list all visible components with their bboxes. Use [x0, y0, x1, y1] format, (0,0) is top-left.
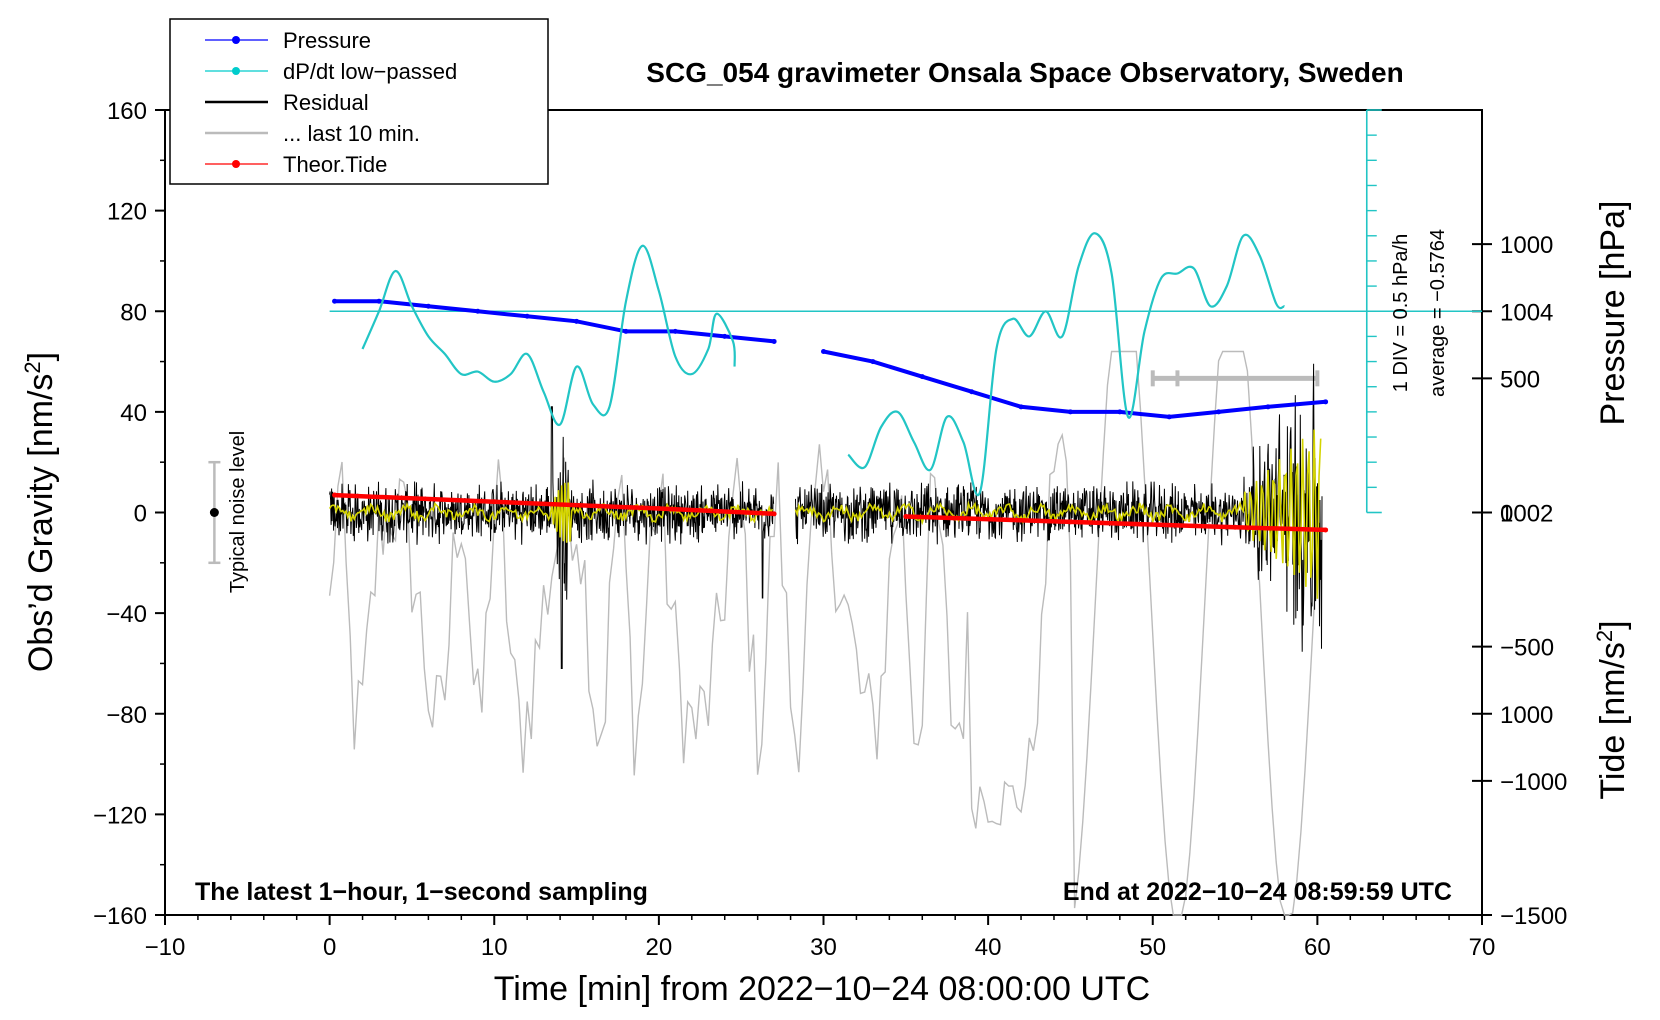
annotation-bottom-left: The latest 1−hour, 1−second sampling: [195, 878, 648, 906]
point-theor-tide: [656, 505, 662, 511]
y-tick-label-0: 0: [134, 501, 147, 528]
point-pressure: [574, 318, 580, 324]
point-theor-tide: [1067, 519, 1073, 525]
tide-tick-label-−1000: −1000: [1500, 769, 1567, 796]
y-axis-title-tide-close: ]: [1594, 620, 1632, 629]
y-tick-label-40: 40: [120, 400, 147, 427]
point-pressure: [1067, 409, 1073, 415]
y-axis-title-pressure: Pressure [hPa]: [1594, 201, 1632, 426]
y-axis-title-left-close: ]: [22, 352, 60, 361]
y-axis-title-tide: Tide [nm/s2]: [1592, 620, 1632, 799]
point-pressure: [376, 298, 382, 304]
point-pressure: [969, 389, 975, 395]
point-pressure: [1323, 399, 1329, 405]
point-theor-tide: [1323, 527, 1329, 533]
x-axis-title: Time [min] from 2022−10−24 08:00:00 UTC: [494, 970, 1150, 1008]
legend-label-3: ... last 10 min.: [283, 121, 420, 146]
point-theor-tide: [491, 499, 497, 505]
y-tick-label-−40: −40: [106, 601, 147, 628]
point-pressure: [1166, 414, 1172, 420]
y-tick-label-−120: −120: [93, 802, 147, 829]
x-tick-label-40: 40: [975, 934, 1002, 961]
point-pressure: [1216, 409, 1222, 415]
x-tick-label-20: 20: [646, 934, 673, 961]
point-pressure: [722, 333, 728, 339]
last10-line: [328, 350, 1319, 916]
y-axis-title-tide-main: Tide [nm/s: [1594, 642, 1632, 799]
noise-level-label: Typical noise level: [227, 431, 249, 593]
y-tick-label-80: 80: [120, 299, 147, 326]
series-pressure-2: [823, 349, 1326, 419]
residual-lowpass-line-2: [794, 429, 1322, 599]
point-pressure: [1018, 404, 1024, 410]
point-theor-tide: [1232, 524, 1238, 530]
x-tick-label-30: 30: [810, 934, 837, 961]
tide-tick-label-500: 500: [1500, 366, 1540, 393]
point-pressure: [1265, 404, 1271, 410]
y-tick-label-120: 120: [107, 199, 147, 226]
pressure-tick-label-1002: 1002: [1500, 501, 1553, 528]
legend-marker-1: [232, 67, 240, 75]
point-pressure: [332, 298, 338, 304]
tide-tick-label-−1500: −1500: [1500, 903, 1567, 930]
pressure-tick-label-1000: 1000: [1500, 702, 1553, 729]
legend-label-2: Residual: [283, 90, 369, 115]
point-pressure: [870, 359, 876, 365]
point-pressure: [672, 328, 678, 334]
x-tick-label-70: 70: [1469, 934, 1496, 961]
series-pressure-1: [334, 299, 775, 344]
series-theor-tide-2: [905, 514, 1326, 533]
annotation-bottom-right: End at 2022−10−24 08:59:59 UTC: [1063, 878, 1452, 906]
tide-tick-label-−500: −500: [1500, 635, 1554, 662]
y-tick-label-−160: −160: [93, 903, 147, 930]
point-pressure: [919, 374, 925, 380]
legend-label-0: Pressure: [283, 28, 371, 53]
y-axis-title-tide-sup: 2: [1592, 630, 1617, 642]
legend: Pressure dP/dt low−passed Residual ... last…: [205, 28, 457, 177]
point-pressure: [425, 303, 431, 309]
point-theor-tide: [332, 492, 338, 498]
point-theor-tide: [771, 511, 777, 517]
point-pressure: [524, 313, 530, 319]
y-axis-title-left: Obs’d Gravity [nm/s2]: [20, 352, 60, 672]
x-tick-label-−10: −10: [145, 934, 186, 961]
point-pressure: [821, 349, 826, 354]
y-axis-title-left-main: Obs’d Gravity [nm/s: [22, 374, 60, 673]
series-theor-tide-1: [334, 492, 775, 517]
dpdt-average-label: average = −0.5764: [1427, 229, 1449, 397]
point-pressure: [1117, 409, 1123, 415]
point-theor-tide: [903, 514, 909, 520]
legend-label-1: dP/dt low−passed: [283, 59, 457, 84]
y-tick-label-−80: −80: [106, 702, 147, 729]
residual-line-2: [795, 363, 1323, 652]
series-dp-dt-low-passed-1: [361, 244, 736, 426]
x-tick-label-60: 60: [1304, 934, 1331, 961]
point-pressure: [623, 328, 629, 334]
point-pressure: [475, 308, 481, 314]
chart-title: SCG_054 gravimeter Onsala Space Observat…: [646, 57, 1403, 88]
tide-tick-label-0: 0: [1500, 501, 1513, 528]
pressure-tick-label-1004: 1004: [1500, 299, 1553, 326]
residual-line-1: [329, 406, 775, 669]
y-axis-title-left-sup: 2: [20, 361, 45, 373]
dpdt-div-label: 1 DIV = 0.5 hPa/h: [1390, 234, 1412, 392]
legend-marker-4: [232, 160, 240, 168]
noise-bar-center: [209, 508, 219, 517]
point-pressure: [771, 338, 777, 344]
y-tick-label-160: 160: [107, 98, 147, 125]
x-tick-label-50: 50: [1139, 934, 1166, 961]
tide-tick-label-1000: 1000: [1500, 232, 1553, 259]
chart-marks: −10 0 10 20 30 40 50 60 70 160 120 80 40 0 −40 −80 −120 −…: [93, 98, 1567, 961]
legend-marker-0: [232, 36, 240, 44]
x-tick-label-10: 10: [481, 934, 508, 961]
legend-label-4: Theor.Tide: [283, 152, 387, 177]
series-dp-dt-low-passed-2: [847, 232, 1285, 497]
x-tick-label-0: 0: [323, 934, 336, 961]
